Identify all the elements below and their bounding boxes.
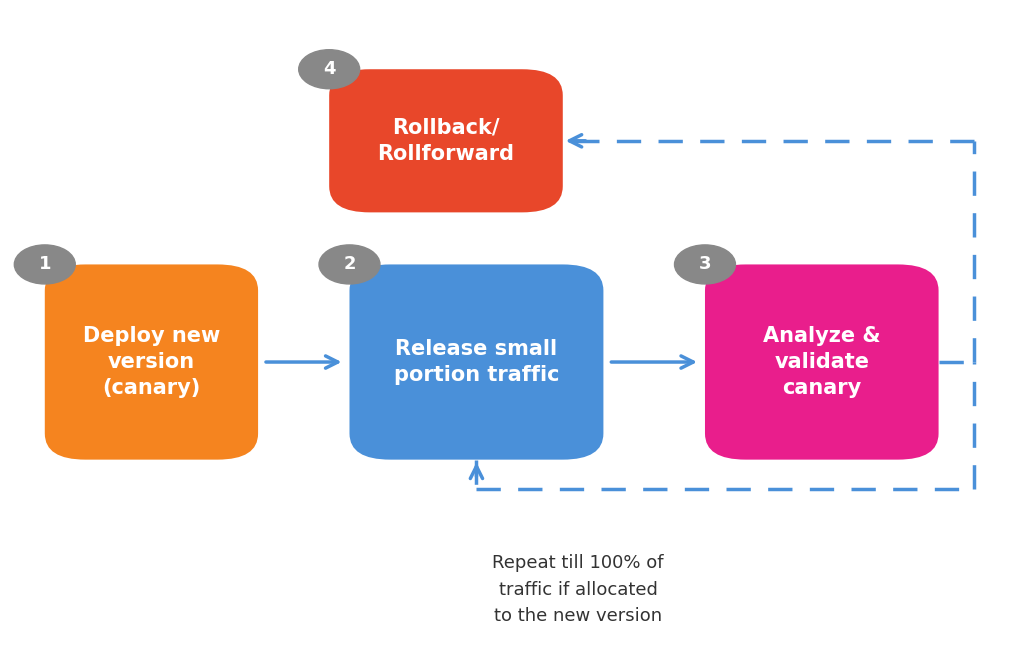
Text: 1: 1 xyxy=(39,256,51,273)
Text: Analyze &
validate
canary: Analyze & validate canary xyxy=(763,326,881,399)
Text: Release small
portion traffic: Release small portion traffic xyxy=(393,339,559,386)
Circle shape xyxy=(319,245,380,284)
Text: Repeat till 100% of
traffic if allocated
to the new version: Repeat till 100% of traffic if allocated… xyxy=(493,554,664,625)
Text: 4: 4 xyxy=(323,60,336,78)
Circle shape xyxy=(299,49,359,89)
Text: Rollback/
Rollforward: Rollback/ Rollforward xyxy=(378,117,514,164)
Text: 2: 2 xyxy=(343,256,355,273)
FancyBboxPatch shape xyxy=(45,264,258,459)
Text: Deploy new
version
(canary): Deploy new version (canary) xyxy=(83,326,220,399)
FancyBboxPatch shape xyxy=(329,69,563,212)
Circle shape xyxy=(675,245,735,284)
FancyBboxPatch shape xyxy=(349,264,603,459)
Circle shape xyxy=(14,245,75,284)
Text: 3: 3 xyxy=(698,256,712,273)
FancyBboxPatch shape xyxy=(705,264,939,459)
